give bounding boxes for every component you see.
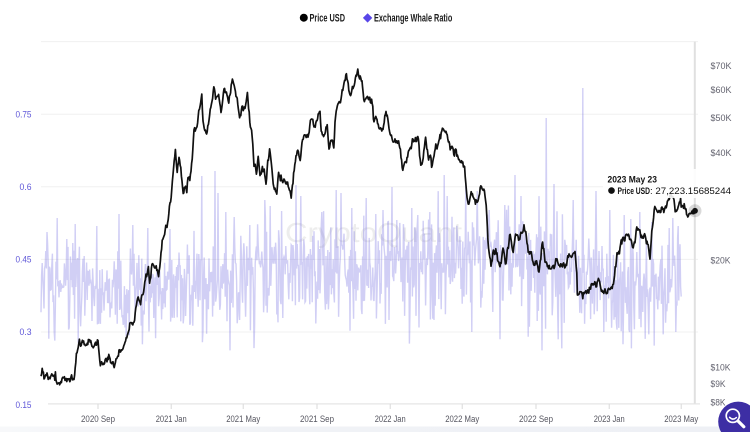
svg-text:0.15: 0.15: [16, 400, 32, 410]
svg-text:Price USD: Price USD: [310, 12, 346, 24]
svg-text:0.3: 0.3: [20, 327, 32, 337]
svg-text:2022 May: 2022 May: [445, 414, 479, 424]
svg-text:Exchange Whale Ratio: Exchange Whale Ratio: [374, 12, 452, 24]
svg-text:$10K: $10K: [711, 363, 731, 373]
svg-text:Price USD: Price USD: [618, 186, 651, 197]
svg-text:2021 Sep: 2021 Sep: [300, 414, 334, 424]
svg-text:$60K: $60K: [711, 85, 732, 95]
svg-text:2021 May: 2021 May: [226, 414, 260, 424]
svg-text:2020 Sep: 2020 Sep: [81, 414, 115, 424]
svg-text:2022 Sep: 2022 Sep: [519, 414, 553, 424]
svg-text:0.45: 0.45: [16, 255, 32, 265]
svg-text:2022 Jan: 2022 Jan: [375, 414, 406, 424]
svg-text:$70K: $70K: [711, 61, 732, 71]
svg-text:$50K: $50K: [711, 113, 732, 123]
svg-text:$8K: $8K: [711, 397, 726, 407]
svg-text:0.6: 0.6: [20, 182, 32, 192]
svg-text:$9K: $9K: [711, 379, 726, 389]
svg-text:2023 May: 2023 May: [664, 414, 698, 424]
svg-text:2021 Jan: 2021 Jan: [156, 414, 187, 424]
svg-text:2023 May 23: 2023 May 23: [608, 175, 658, 186]
svg-text:: 27,223.15685244: : 27,223.15685244: [650, 186, 731, 197]
svg-text:0.75: 0.75: [16, 109, 32, 119]
svg-text:CryptoQuant: CryptoQuant: [285, 217, 462, 248]
svg-text:$40K: $40K: [711, 148, 732, 158]
svg-text:$20K: $20K: [711, 255, 731, 265]
svg-text:2023 Jan: 2023 Jan: [594, 414, 625, 424]
